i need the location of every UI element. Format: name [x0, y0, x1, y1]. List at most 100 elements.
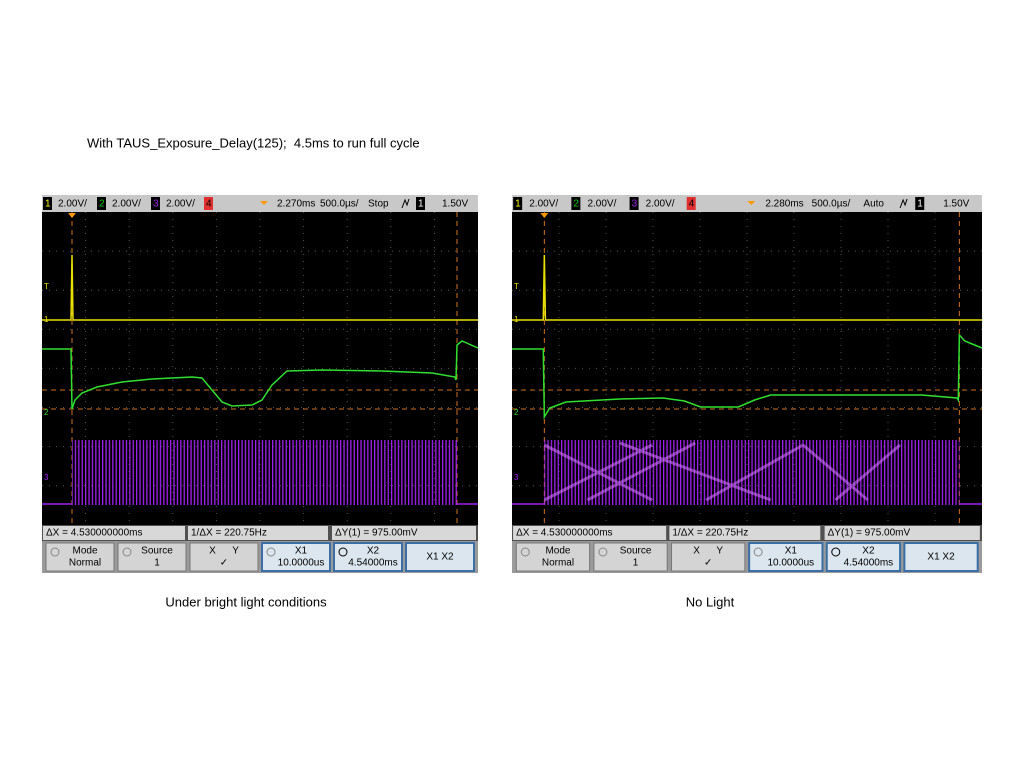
softkey-knob [338, 547, 348, 557]
softkey [261, 542, 331, 572]
softkey [671, 542, 746, 572]
softkey [825, 542, 902, 572]
header-text: Stop [368, 199, 389, 210]
channel-marker: 1 [514, 315, 519, 324]
header-text: 2.00V/ [166, 199, 195, 210]
softkey-label: X2 [367, 546, 380, 557]
measurement: ΔX = 4.530000000ms [516, 528, 612, 539]
softkey-knob [122, 547, 132, 557]
measure-box [43, 526, 185, 540]
softkey-value: ✓ [704, 558, 712, 569]
header-text: 2.280ms [765, 199, 803, 210]
caption: No Light [686, 594, 735, 609]
softkey-label: X2 [862, 546, 875, 557]
softkey-knob [598, 547, 608, 557]
softkey [593, 542, 668, 572]
softkey-value: ✓ [220, 558, 228, 569]
channel-box [915, 197, 925, 210]
softkey-label: X1 X2 [927, 552, 955, 563]
slide-title: With TAUS_Exposure_Delay(125); 4.5ms to … [87, 135, 420, 150]
measurement: 1/ΔX = 220.75Hz [191, 528, 267, 539]
trace-ch2 [512, 333, 983, 420]
trace-ch3-beat [543, 441, 902, 502]
header-text: 2.00V/ [529, 199, 558, 210]
measure-box [513, 526, 667, 540]
softkey-knob [831, 547, 841, 557]
softkey [117, 542, 187, 572]
channel-box [43, 197, 52, 210]
channel-marker: T [514, 282, 519, 291]
header-text: 2 [573, 199, 579, 210]
softkey-knob [50, 547, 60, 557]
channel-marker: 2 [44, 408, 49, 417]
header-text: 2 [99, 199, 105, 210]
scope-header [42, 195, 478, 212]
channel-box [416, 197, 425, 210]
channel-marker: 3 [514, 473, 519, 482]
trigger-symbol [401, 198, 410, 209]
softkey-label: Source [620, 546, 652, 557]
caption: Under bright light conditions [165, 594, 327, 609]
header-text: 1 [45, 199, 51, 210]
header-text: 4 [206, 199, 212, 210]
measurement: ΔX = 4.530000000ms [46, 528, 142, 539]
measure-box [188, 526, 328, 540]
cursor-marker [68, 213, 76, 218]
measure-box [824, 526, 980, 540]
channel-marker: 1 [44, 315, 49, 324]
header-text: 1.50V [943, 199, 969, 210]
trace-ch2 [42, 340, 479, 410]
header-text: 1 [515, 199, 521, 210]
header-text: 2.00V/ [646, 199, 675, 210]
softkey [748, 542, 824, 572]
softkey [515, 542, 591, 572]
softkey-value: 4.54000ms [348, 558, 397, 569]
softkey-value: 1 [633, 558, 639, 569]
channel-marker: 2 [514, 408, 519, 417]
softkey-label: Mode [545, 546, 570, 557]
measure-box [332, 526, 476, 540]
softkey-label: X1 [785, 546, 798, 557]
softkey-knob [266, 547, 276, 557]
softkey-label: Mode [72, 546, 97, 557]
channel-box [151, 197, 160, 210]
channel-box [686, 197, 696, 210]
trigger-marker [260, 201, 268, 205]
channel-box [513, 197, 523, 210]
measurement: ΔY(1) = 975.00mV [335, 528, 418, 539]
header-text: 500.0µs/ [320, 199, 359, 210]
softkey-label: X Y [209, 546, 239, 557]
header-text: 3 [153, 199, 159, 210]
measurement: 1/ΔX = 220.75Hz [672, 528, 748, 539]
scope-header [512, 195, 982, 212]
header-text: 2.270ms [277, 199, 315, 210]
header-text: 500.0µs/ [812, 199, 851, 210]
softkey-value: 10.0000us [767, 558, 814, 569]
softkey [405, 542, 475, 572]
channel-marker: 3 [44, 473, 49, 482]
trace-ch1 [512, 254, 982, 321]
softkey-value: 4.54000ms [844, 558, 893, 569]
cursor-marker [540, 213, 549, 218]
softkey [189, 542, 259, 572]
measurement: ΔY(1) = 975.00mV [828, 528, 911, 539]
header-text: Auto [863, 199, 884, 210]
channel-box [97, 197, 106, 210]
softkey [333, 542, 403, 572]
header-text: 2.00V/ [58, 199, 87, 210]
softkey-knob [520, 547, 530, 557]
softkey-knob [753, 547, 763, 557]
softkey-label: X1 X2 [426, 552, 454, 563]
trace-ch1 [42, 254, 478, 321]
header-text: 4 [689, 199, 695, 210]
header-text: 1 [418, 199, 424, 210]
header-text: 1.50V [442, 199, 468, 210]
measure-box [669, 526, 821, 540]
channel-box [571, 197, 581, 210]
channel-box [204, 197, 213, 210]
trigger-symbol [899, 198, 908, 209]
softkey [45, 542, 115, 572]
softkey-value: Normal [542, 558, 574, 569]
